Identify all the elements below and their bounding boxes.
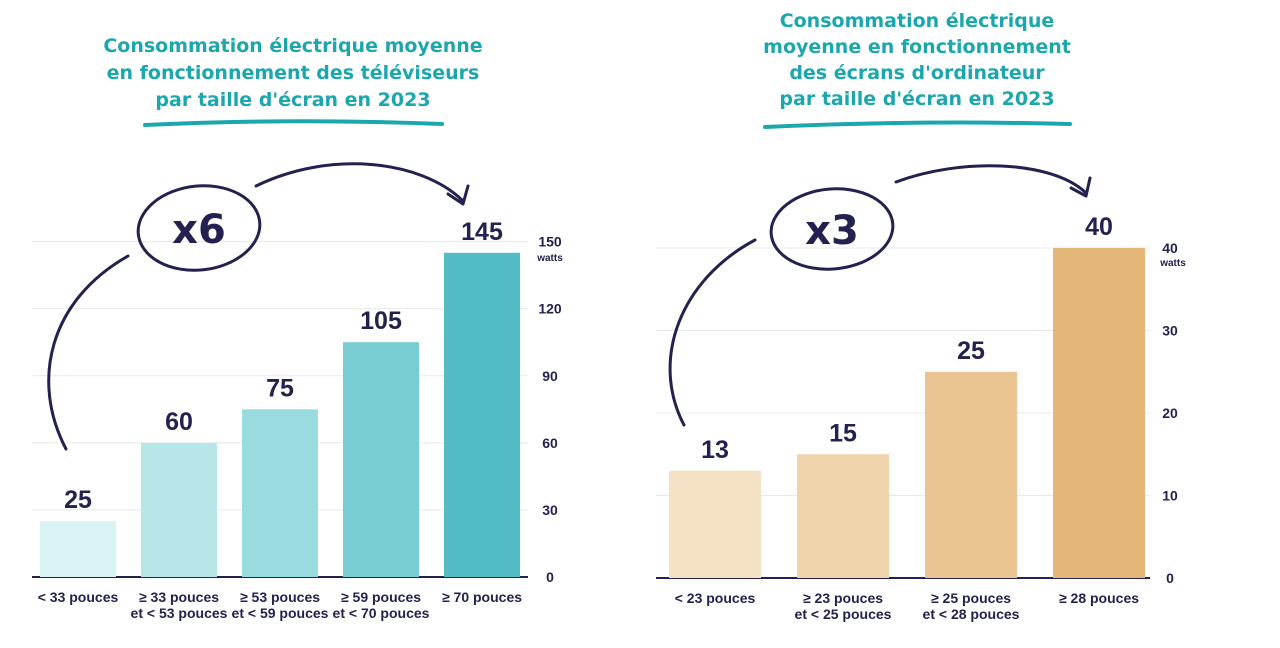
tv-curved-arrow-right <box>254 162 464 202</box>
category-label: ≥ 23 pouces <box>803 590 883 606</box>
tv-multiplier-label: x6 <box>172 207 226 253</box>
category-label: et < 53 pouces <box>131 605 228 621</box>
monitor-title-underline <box>763 120 1072 129</box>
y-unit-label: watts <box>536 253 563 264</box>
y-unit-label: watts <box>1159 258 1186 269</box>
category-label: ≥ 25 pouces <box>931 590 1011 606</box>
title-line: Consommation électrique moyenne <box>103 35 482 57</box>
bar-value-label: 15 <box>829 419 857 447</box>
category-label: et < 70 pouces <box>333 605 430 621</box>
bar-value-label: 105 <box>360 307 402 335</box>
bar-3 <box>242 409 318 577</box>
category-label: et < 28 pouces <box>923 606 1020 622</box>
y-tick-label: 90 <box>542 368 558 384</box>
tv-chart-title: Consommation électrique moyenne en foncti… <box>103 35 482 111</box>
y-tick-label: 30 <box>542 502 558 518</box>
tv-multiplier-circle <box>136 184 262 272</box>
category-label: et < 59 pouces <box>232 605 329 621</box>
bar-2 <box>141 442 217 577</box>
bar-value-label: 60 <box>165 408 193 436</box>
bar-value-label: 40 <box>1085 213 1113 241</box>
y-tick-label: 30 <box>1162 323 1178 339</box>
tv-title-underline <box>143 119 444 127</box>
tv-arrow-head-icon <box>446 184 470 206</box>
bar-3 <box>925 371 1017 578</box>
category-label: ≥ 53 pouces <box>240 589 320 605</box>
category-label: ≥ 59 pouces <box>341 589 421 605</box>
title-line: Consommation électrique <box>780 10 1055 32</box>
bar-2 <box>797 454 889 578</box>
bar-4 <box>343 342 419 577</box>
category-label: < 23 pouces <box>675 590 756 606</box>
y-tick-label: 150 <box>538 234 562 250</box>
bar-value-label: 13 <box>701 436 729 464</box>
category-label: ≥ 70 pouces <box>442 589 522 605</box>
title-line: moyenne en fonctionnement <box>763 36 1071 58</box>
y-tick-label: 20 <box>1162 405 1178 421</box>
monitor-curved-arrow-right <box>894 164 1087 194</box>
tv-consumption-chart: 0 30 60 90 120 150 watts 25 < 33 pouces 60 ≥ 33 p… <box>32 35 563 621</box>
monitor-multiplier-label: x3 <box>805 208 859 254</box>
bar-value-label: 145 <box>461 218 503 246</box>
category-label: < 33 pouces <box>38 589 119 605</box>
bar-value-label: 25 <box>64 486 92 514</box>
tv-curved-arrow-left <box>47 254 130 451</box>
bar-1 <box>669 470 761 578</box>
y-tick-label: 40 <box>1162 240 1178 256</box>
category-label: et < 25 pouces <box>795 606 892 622</box>
bar-5 <box>444 252 520 577</box>
monitor-multiplier-circle <box>769 187 895 271</box>
title-line: des écrans d'ordinateur <box>789 62 1045 84</box>
bar-value-label: 25 <box>957 337 985 365</box>
y-tick-label: 10 <box>1162 488 1178 504</box>
y-tick-label: 0 <box>546 569 554 585</box>
y-tick-label: 60 <box>542 435 558 451</box>
bar-value-label: 75 <box>266 374 294 402</box>
title-line: en fonctionnement des téléviseurs <box>107 62 480 84</box>
title-line: par taille d'écran en 2023 <box>155 89 430 111</box>
y-tick-label: 0 <box>1166 570 1174 586</box>
title-line: par taille d'écran en 2023 <box>779 88 1054 110</box>
monitor-consumption-chart: 0 10 20 30 40 watts 13 < 23 pouces 15 ≥ 23 pouce… <box>656 10 1186 622</box>
category-label: ≥ 33 pouces <box>139 589 219 605</box>
monitor-chart-title: Consommation électrique moyenne en foncti… <box>763 10 1071 110</box>
y-tick-label: 120 <box>538 301 562 317</box>
monitor-curved-arrow-left <box>668 238 757 427</box>
monitor-arrow-head-icon <box>1069 176 1092 198</box>
bar-1 <box>40 521 116 577</box>
bar-4 <box>1053 248 1145 578</box>
category-label: ≥ 28 pouces <box>1059 590 1139 606</box>
